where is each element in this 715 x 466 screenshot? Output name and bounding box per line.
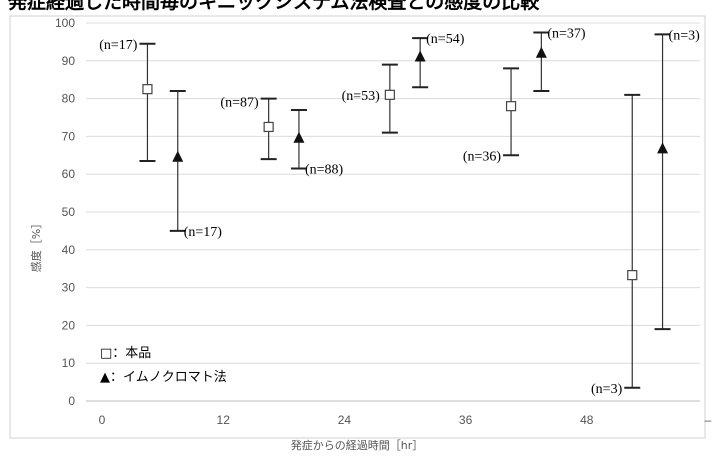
y-tick-label: 70 [62, 129, 76, 143]
legend-item-2: ▲：イムノクロマト法 [100, 370, 227, 385]
y-tick-label: 50 [62, 205, 76, 219]
y-tick-label: 80 [62, 92, 76, 106]
data-point-square [505, 101, 517, 112]
y-tick-label: 60 [62, 167, 76, 181]
y-tick-label: 10 [62, 356, 76, 370]
y-tick-label: 100 [55, 16, 75, 30]
y-tick-label: 40 [62, 243, 76, 257]
chart-title: 発症経過した時間毎のキニックシステム法検査との感度の比較 [7, 0, 540, 13]
y-tick-label: 30 [62, 281, 76, 295]
x-tick-label: 48 [580, 413, 594, 427]
data-label: (n=88) [305, 163, 344, 178]
chart-frame [9, 15, 706, 439]
data-label: (n=87) [220, 96, 259, 111]
x-tick-label: 0 [99, 413, 106, 427]
data-point-square [263, 121, 274, 133]
x-tick-label: 12 [217, 413, 231, 427]
data-label: (n=3) [669, 28, 701, 43]
legend: □：本品 ▲：イムノクロマト法 [100, 346, 227, 385]
y-tick-labels: 0 10 20 30 40 50 60 70 80 90 100 [55, 16, 75, 408]
data-label: (n=53) [342, 89, 381, 104]
data-point-triangle [293, 131, 305, 143]
x-axis-label: 発症からの経過時間［hr］ [291, 438, 424, 452]
x-tick-label: – [705, 413, 712, 427]
data-label: (n=17) [184, 225, 223, 240]
legend-item-1: □：本品 [100, 346, 151, 361]
data-label: (n=37) [547, 26, 586, 41]
data-point-triangle [535, 46, 547, 58]
data-point-triangle [414, 50, 426, 62]
data-label: (n=36) [463, 149, 502, 164]
x-tick-labels: 0 12 24 36 48 – [99, 413, 712, 427]
x-tick-label: 24 [338, 413, 352, 427]
data-marks: (n=17) (n=87) (n=53) (n=36) (n=3) (n=17) (n=88… [99, 26, 700, 396]
data-point-square [627, 270, 638, 281]
x-tick-label: 36 [459, 413, 473, 427]
y-axis-label: 感度［%］ [29, 218, 43, 272]
data-point-triangle [172, 150, 184, 162]
y-tick-label: 0 [68, 394, 75, 408]
data-point-triangle [657, 142, 669, 154]
y-tick-label: 20 [62, 318, 76, 332]
data-label: (n=54) [426, 32, 465, 47]
data-label: (n=17) [99, 38, 138, 53]
data-point-square [142, 84, 153, 95]
y-tick-label: 90 [62, 54, 76, 68]
data-label: (n=3) [591, 382, 623, 397]
data-point-square [384, 89, 395, 100]
